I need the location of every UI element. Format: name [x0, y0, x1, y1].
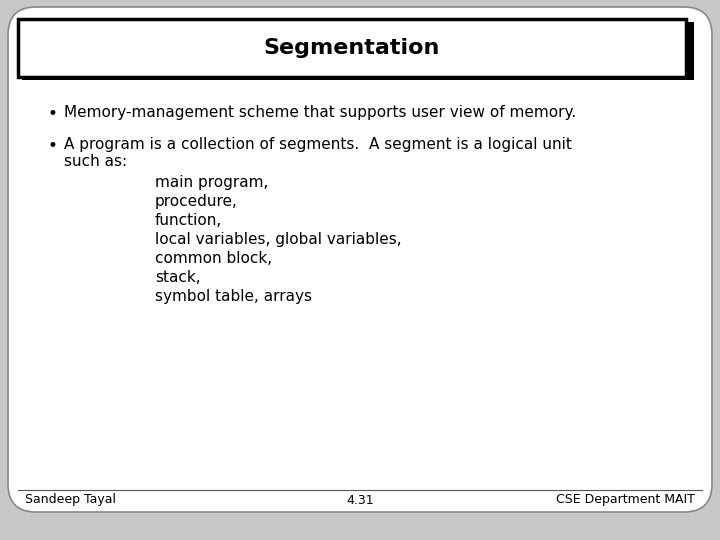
Text: Memory-management scheme that supports user view of memory.: Memory-management scheme that supports u…: [64, 105, 576, 120]
Text: Segmentation: Segmentation: [264, 38, 440, 58]
Text: main program,: main program,: [155, 175, 269, 190]
Text: local variables, global variables,: local variables, global variables,: [155, 232, 402, 247]
Text: 4.31: 4.31: [346, 494, 374, 507]
Text: symbol table, arrays: symbol table, arrays: [155, 289, 312, 304]
Text: function,: function,: [155, 213, 222, 228]
Text: Sandeep Tayal: Sandeep Tayal: [25, 494, 116, 507]
Text: •: •: [48, 105, 58, 123]
FancyBboxPatch shape: [8, 7, 712, 512]
Text: such as:: such as:: [64, 154, 127, 169]
Text: common block,: common block,: [155, 251, 272, 266]
FancyBboxPatch shape: [18, 19, 686, 77]
Text: •: •: [48, 137, 58, 155]
Text: A program is a collection of segments.  A segment is a logical unit: A program is a collection of segments. A…: [64, 137, 572, 152]
Text: procedure,: procedure,: [155, 194, 238, 209]
Bar: [22, 22, 694, 80]
Text: stack,: stack,: [155, 270, 201, 285]
Text: CSE Department MAIT: CSE Department MAIT: [556, 494, 695, 507]
